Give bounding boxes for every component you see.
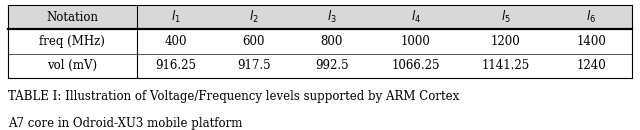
Text: 1240: 1240 bbox=[577, 59, 606, 72]
Text: Notation: Notation bbox=[46, 11, 98, 24]
Text: 600: 600 bbox=[243, 35, 265, 48]
Text: $l_1$: $l_1$ bbox=[171, 9, 180, 25]
Text: 400: 400 bbox=[164, 35, 187, 48]
Text: A7 core in Odroid-XU3 mobile platform: A7 core in Odroid-XU3 mobile platform bbox=[8, 117, 242, 130]
Text: 916.25: 916.25 bbox=[155, 59, 196, 72]
Text: 992.5: 992.5 bbox=[315, 59, 349, 72]
Text: 1000: 1000 bbox=[401, 35, 431, 48]
Text: $l_2$: $l_2$ bbox=[249, 9, 259, 25]
Text: vol (mV): vol (mV) bbox=[47, 59, 97, 72]
Text: TABLE I: Illustration of Voltage/Frequency levels supported by ARM Cortex: TABLE I: Illustration of Voltage/Frequen… bbox=[8, 90, 459, 103]
Bar bbox=[8, 5, 632, 30]
Text: $l_5$: $l_5$ bbox=[500, 9, 510, 25]
Text: 800: 800 bbox=[321, 35, 343, 48]
Text: 1400: 1400 bbox=[577, 35, 606, 48]
Text: 1066.25: 1066.25 bbox=[392, 59, 440, 72]
Text: 1141.25: 1141.25 bbox=[481, 59, 529, 72]
Text: freq (MHz): freq (MHz) bbox=[39, 35, 105, 48]
Text: $l_6$: $l_6$ bbox=[586, 9, 596, 25]
Text: 1200: 1200 bbox=[491, 35, 520, 48]
Text: $l_3$: $l_3$ bbox=[327, 9, 337, 25]
Text: 917.5: 917.5 bbox=[237, 59, 271, 72]
Text: $l_4$: $l_4$ bbox=[411, 9, 420, 25]
